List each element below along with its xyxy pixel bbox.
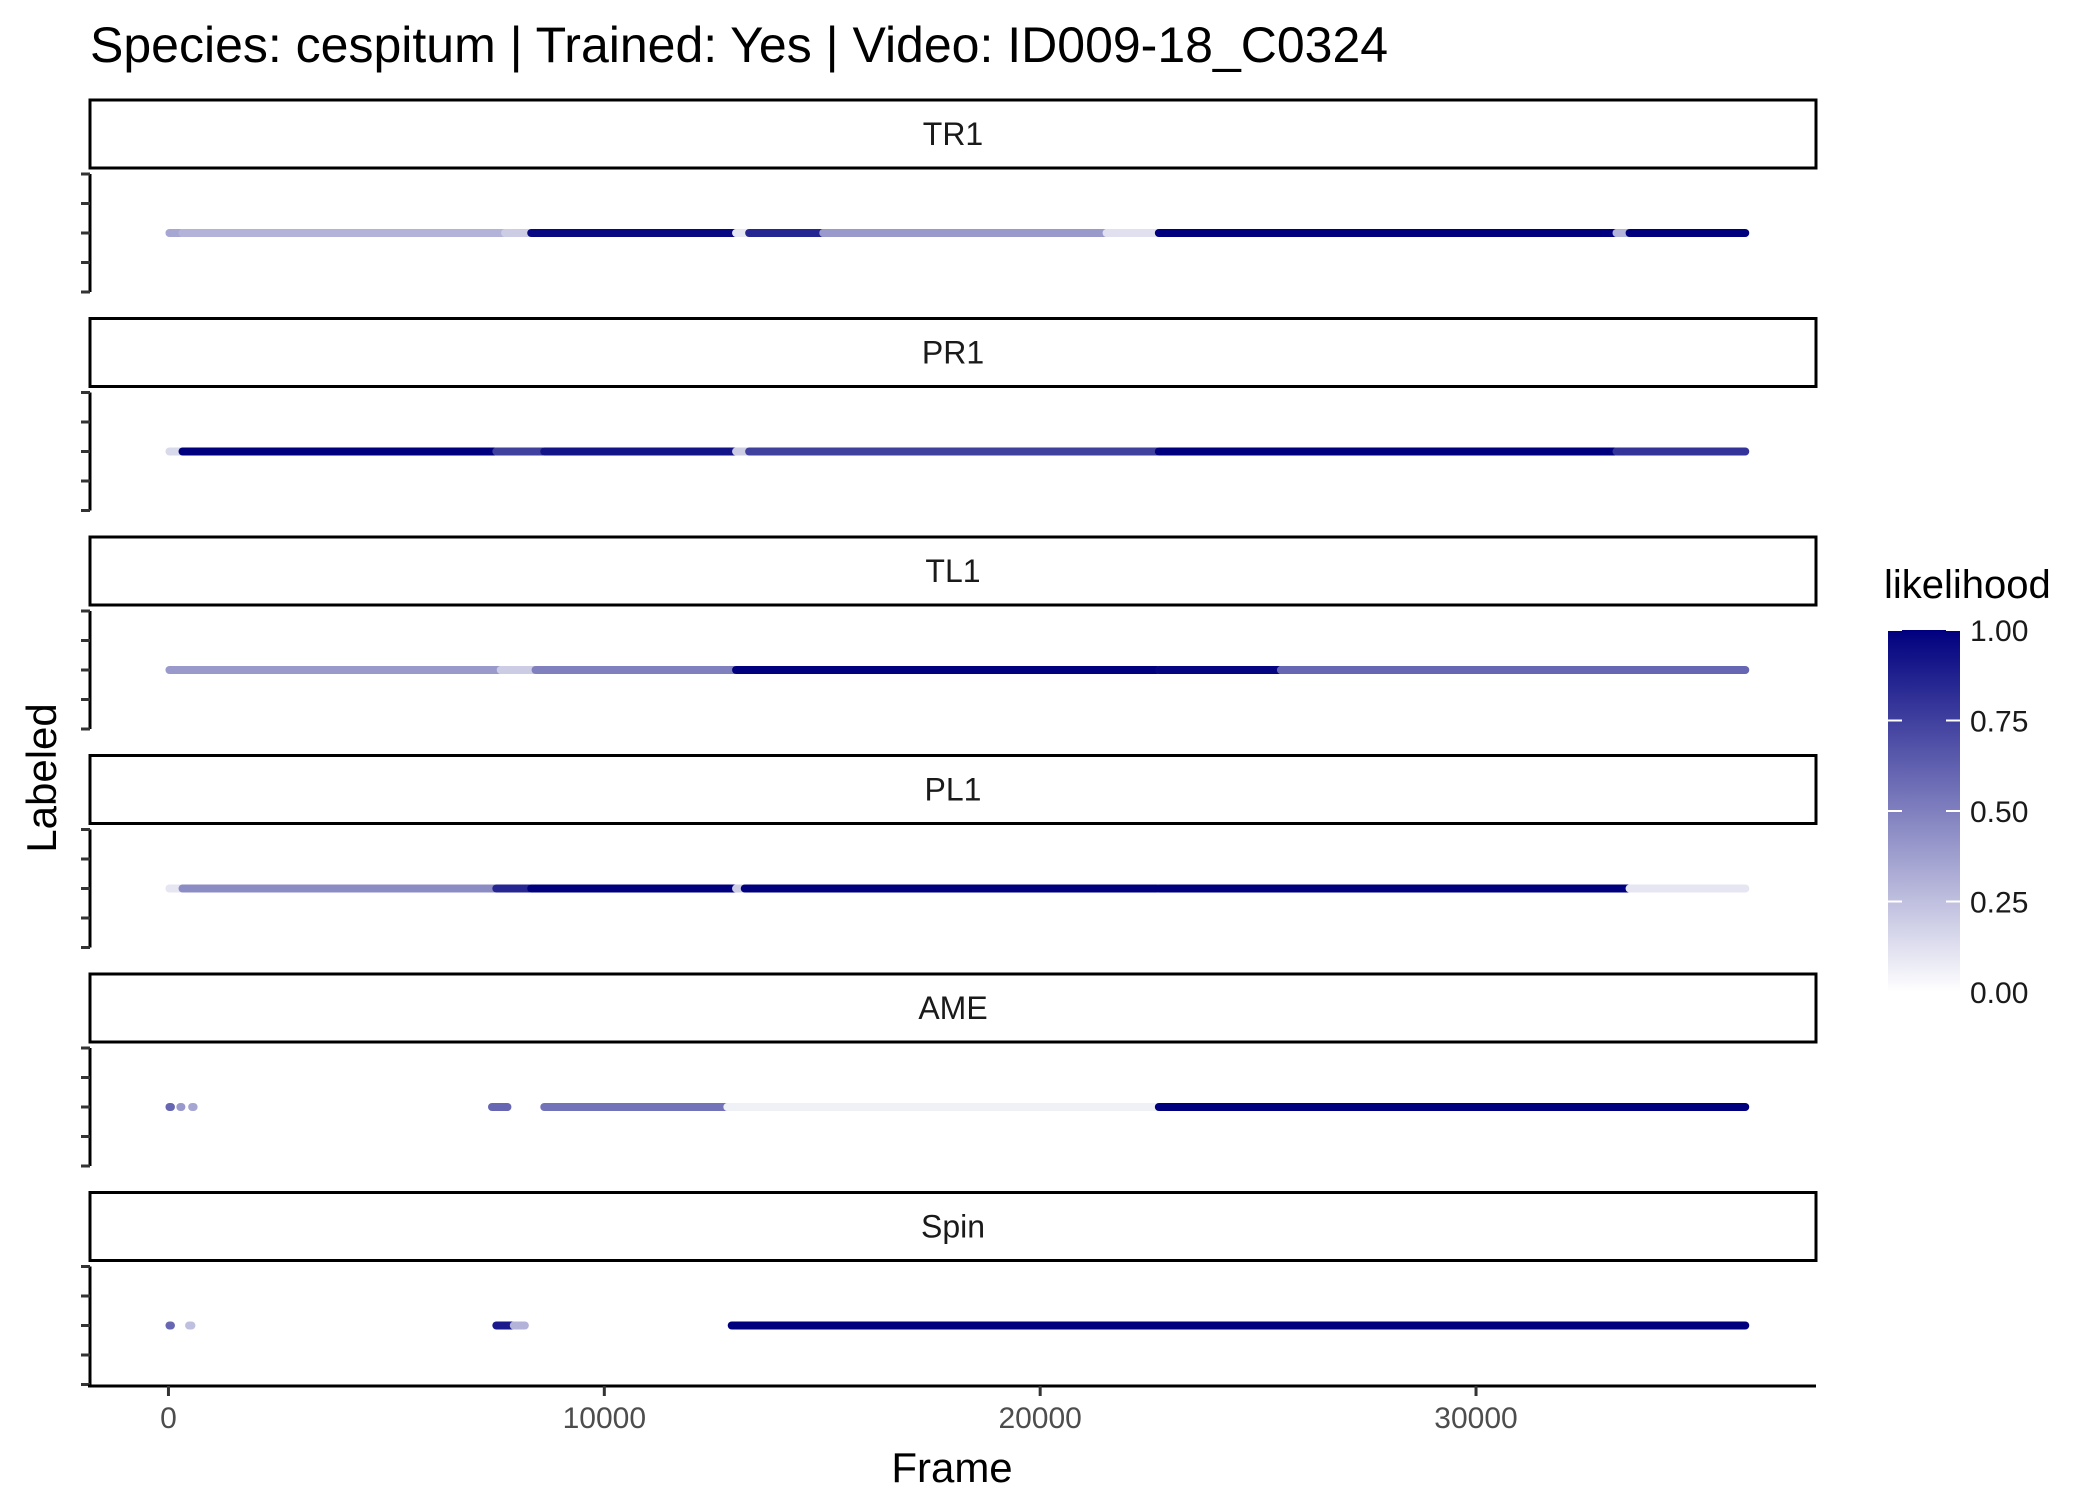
point-run [496, 666, 538, 674]
point-run [540, 447, 739, 456]
point-run [1154, 666, 1283, 674]
facet-strip [88, 1191, 1818, 1262]
x-axis-title: Frame [891, 1444, 1012, 1491]
point-run [178, 884, 499, 893]
facet-strip [88, 754, 1818, 825]
point-run [732, 666, 1161, 674]
facet-ame: AME [81, 972, 1818, 1168]
point-run [527, 884, 739, 893]
color-legend: likelihood 0.00 0.25 0.50 0.75 1.00 [1884, 563, 2051, 1010]
point-run [723, 1103, 1161, 1111]
facet-spin: Spin [81, 1191, 1818, 1386]
point-run [527, 229, 739, 237]
point-run [165, 1321, 175, 1330]
y-axis-title: Labeled [18, 703, 65, 852]
facet-strip-label: Spin [921, 1209, 985, 1245]
point-run [185, 1321, 196, 1330]
legend-tick-label: 0.25 [1970, 887, 2028, 920]
chart-title: Species: cespitum | Trained: Yes | Video… [90, 17, 1388, 73]
point-run [727, 1321, 1750, 1330]
legend-ticks: 0.00 0.25 0.50 0.75 1.00 [1888, 615, 2028, 1010]
point-run [745, 447, 1161, 456]
point-run [176, 1103, 186, 1111]
point-run [819, 229, 1109, 237]
facet-strip [88, 535, 1818, 607]
point-run [1154, 229, 1619, 237]
facet-strip [88, 98, 1818, 170]
point-run [531, 666, 739, 674]
x-tick-label: 0 [160, 1402, 177, 1435]
point-run [540, 1103, 730, 1111]
x-tick-label: 20000 [998, 1402, 1081, 1435]
point-run [178, 229, 508, 237]
facet-tr1: TR1 [81, 98, 1818, 294]
point-run [492, 1321, 516, 1330]
x-tick-label: 30000 [1434, 1402, 1517, 1435]
point-run [487, 1103, 512, 1111]
point-run [1276, 666, 1750, 674]
facet-strip [88, 972, 1818, 1044]
point-run [165, 1103, 175, 1111]
point-run [1102, 229, 1161, 237]
point-run [1625, 229, 1750, 237]
point-run [1625, 884, 1750, 893]
legend-title: likelihood [1884, 563, 2051, 607]
point-run [188, 1103, 198, 1111]
point-run [1154, 1103, 1750, 1111]
legend-tick-label: 1.00 [1970, 615, 2028, 648]
facet-pl1: PL1 [81, 754, 1818, 949]
point-run [492, 884, 534, 893]
legend-tick-label: 0.00 [1970, 977, 2028, 1010]
point-run [509, 1321, 529, 1330]
facet-strip-label: PR1 [922, 335, 984, 371]
facet-pr1: PR1 [81, 317, 1818, 512]
facet-strip-label: PL1 [925, 772, 982, 808]
facet-strip-label: TL1 [925, 553, 980, 589]
point-run [501, 229, 534, 237]
point-run [178, 447, 499, 456]
point-run [165, 666, 503, 674]
x-axis-ticks: 0 10000 20000 30000 [160, 1386, 1518, 1435]
legend-tick-label: 0.50 [1970, 796, 2028, 829]
point-run [492, 447, 547, 456]
point-run [1154, 884, 1632, 893]
point-run [1612, 447, 1750, 456]
facet-panels: TR1 PR1 TL1 PL1 AME Spin [81, 98, 1818, 1386]
point-run [740, 884, 1161, 893]
facet-strip-label: AME [918, 990, 987, 1026]
point-run [745, 229, 826, 237]
facet-strip-label: TR1 [923, 116, 983, 152]
x-tick-label: 10000 [563, 1402, 646, 1435]
facet-strip [88, 317, 1818, 388]
legend-tick-label: 0.75 [1970, 706, 2028, 739]
point-run [1154, 447, 1619, 456]
facet-tl1: TL1 [81, 535, 1818, 731]
